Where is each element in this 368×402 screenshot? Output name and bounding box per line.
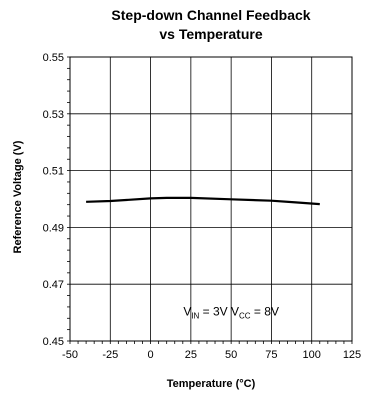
condition-annotation: VIN = 3V VCC = 8V	[183, 304, 279, 320]
y-tick-label: 0.53	[43, 109, 64, 121]
x-tick-label: -50	[62, 349, 78, 361]
x-tick-label: 100	[303, 349, 321, 361]
annotation-subscript: IN	[191, 311, 199, 320]
y-tick-label: 0.51	[43, 166, 64, 178]
y-tick-label: 0.49	[43, 222, 64, 234]
x-axis-ticks: -50 -25 0 25 50 75 100 125	[62, 349, 361, 361]
annotation-text: = 3V V	[199, 304, 239, 318]
x-tick-label: 0	[148, 349, 154, 361]
chart-title: Step-down Channel Feedback vs Temperature	[111, 7, 310, 42]
annotation-text: V	[183, 304, 191, 318]
y-axis-ticks: 0.45 0.47 0.49 0.51 0.53 0.55	[43, 52, 64, 348]
y-tick-label: 0.47	[43, 279, 64, 291]
chart-title-line: Step-down Channel Feedback	[111, 7, 310, 23]
x-tick-label: 25	[185, 349, 197, 361]
plot-border	[69, 56, 353, 342]
x-tick-label: 50	[225, 349, 237, 361]
x-tick-label: -25	[102, 349, 118, 361]
y-axis-label: Reference Voltage (V)	[12, 140, 24, 253]
plot-frame	[67, 56, 353, 344]
x-axis-label: Temperature (°C)	[167, 378, 256, 390]
y-tick-label: 0.55	[43, 52, 64, 64]
series-line	[86, 196, 320, 206]
annotation-subscript: CC	[239, 311, 251, 320]
series	[86, 196, 320, 206]
chart-title-line: vs Temperature	[159, 26, 262, 42]
y-tick-label: 0.45	[43, 336, 64, 348]
x-tick-label: 125	[343, 349, 361, 361]
x-tick-label: 75	[265, 349, 277, 361]
annotation-text: = 8V	[251, 304, 279, 318]
